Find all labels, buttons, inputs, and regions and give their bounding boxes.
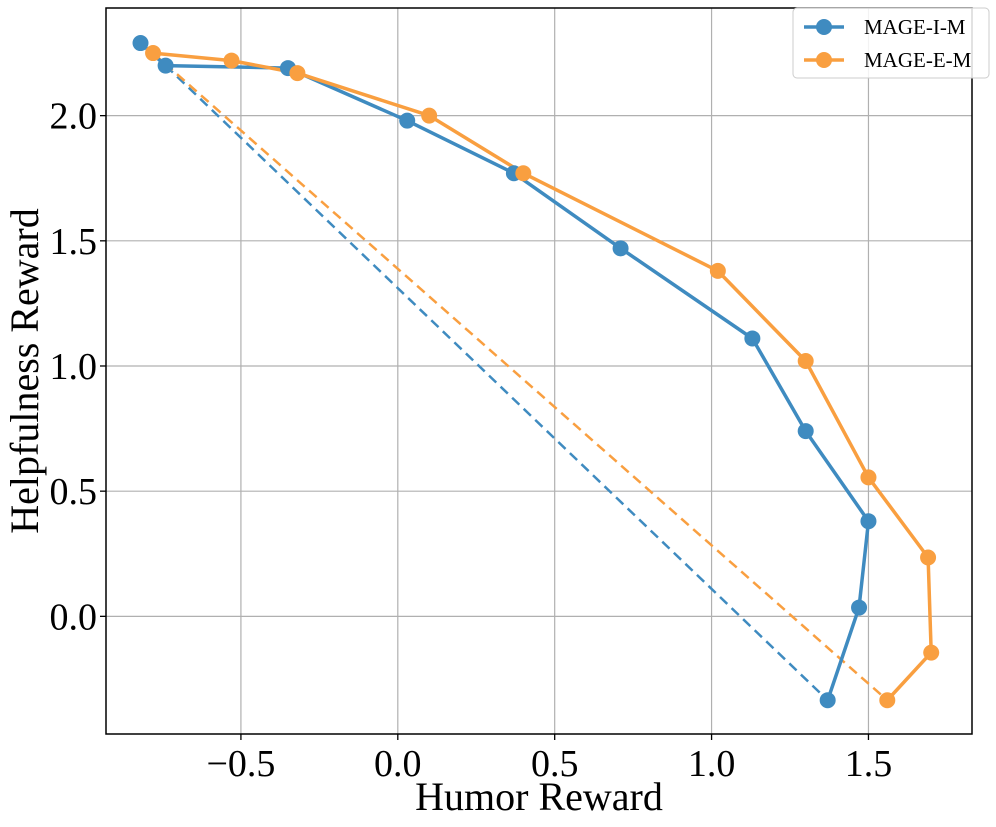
x-tick-label: 0.0 [374, 743, 422, 785]
legend: MAGE-I-M MAGE-E-M [792, 7, 990, 79]
data-point-mage-i-m [819, 692, 836, 709]
dashed-line-mage-e-m [152, 52, 889, 702]
data-point-mage-e-m [515, 165, 532, 182]
dashed-line-mage-i-m [164, 64, 829, 702]
x-tick-label: 0.5 [531, 743, 579, 785]
y-tick-label: 0.5 [50, 471, 98, 513]
y-axis-label: Helpfulness Reward [2, 208, 47, 533]
series-line-mage-e-m [152, 51, 933, 702]
data-point-mage-i-m [851, 599, 868, 616]
legend-label-mage-i-m: MAGE-I-M [864, 15, 966, 39]
y-tick-label: 1.0 [50, 346, 98, 388]
data-point-mage-e-m [860, 469, 877, 486]
y-tick-label: 0.0 [50, 596, 98, 638]
y-tick-label: 1.5 [50, 221, 98, 263]
data-point-mage-i-m [157, 57, 174, 74]
grid [106, 8, 972, 734]
data-point-mage-i-m [399, 112, 416, 129]
legend-label-mage-e-m: MAGE-E-M [864, 48, 972, 72]
data-point-mage-e-m [879, 692, 896, 709]
data-point-mage-i-m [132, 35, 149, 52]
legend-marker-mage-e-m [816, 52, 832, 68]
data-point-mage-e-m [289, 65, 306, 82]
data-point-mage-e-m [223, 52, 240, 69]
data-point-mage-e-m [923, 644, 940, 661]
x-tick-label: −0.5 [206, 743, 275, 785]
data-points [132, 35, 940, 709]
series-line-mage-i-m [139, 41, 871, 701]
data-point-mage-i-m [860, 513, 877, 530]
x-axis-label: Humor Reward [415, 774, 663, 819]
dashed-lines [152, 52, 889, 702]
data-point-mage-i-m [612, 240, 629, 257]
data-point-mage-i-m [797, 423, 814, 440]
y-tick-label: 2.0 [50, 96, 98, 138]
data-point-mage-e-m [145, 45, 162, 62]
ticks: −0.5 0.0 0.5 1.0 1.5 0.0 0.5 1.0 1.5 2.0 [50, 96, 893, 785]
data-point-mage-e-m [920, 549, 937, 566]
legend-marker-mage-i-m [816, 19, 832, 35]
data-point-mage-e-m [421, 107, 438, 124]
data-point-mage-i-m [744, 330, 761, 347]
series-lines [139, 41, 933, 702]
x-tick-label: 1.0 [688, 743, 736, 785]
data-point-mage-e-m [709, 262, 726, 279]
plot-frame [105, 7, 973, 735]
x-tick-label: 1.5 [845, 743, 893, 785]
data-point-mage-e-m [797, 352, 814, 369]
